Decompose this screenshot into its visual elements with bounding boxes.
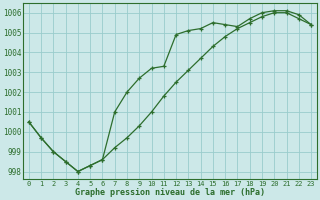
X-axis label: Graphe pression niveau de la mer (hPa): Graphe pression niveau de la mer (hPa) <box>75 188 265 197</box>
